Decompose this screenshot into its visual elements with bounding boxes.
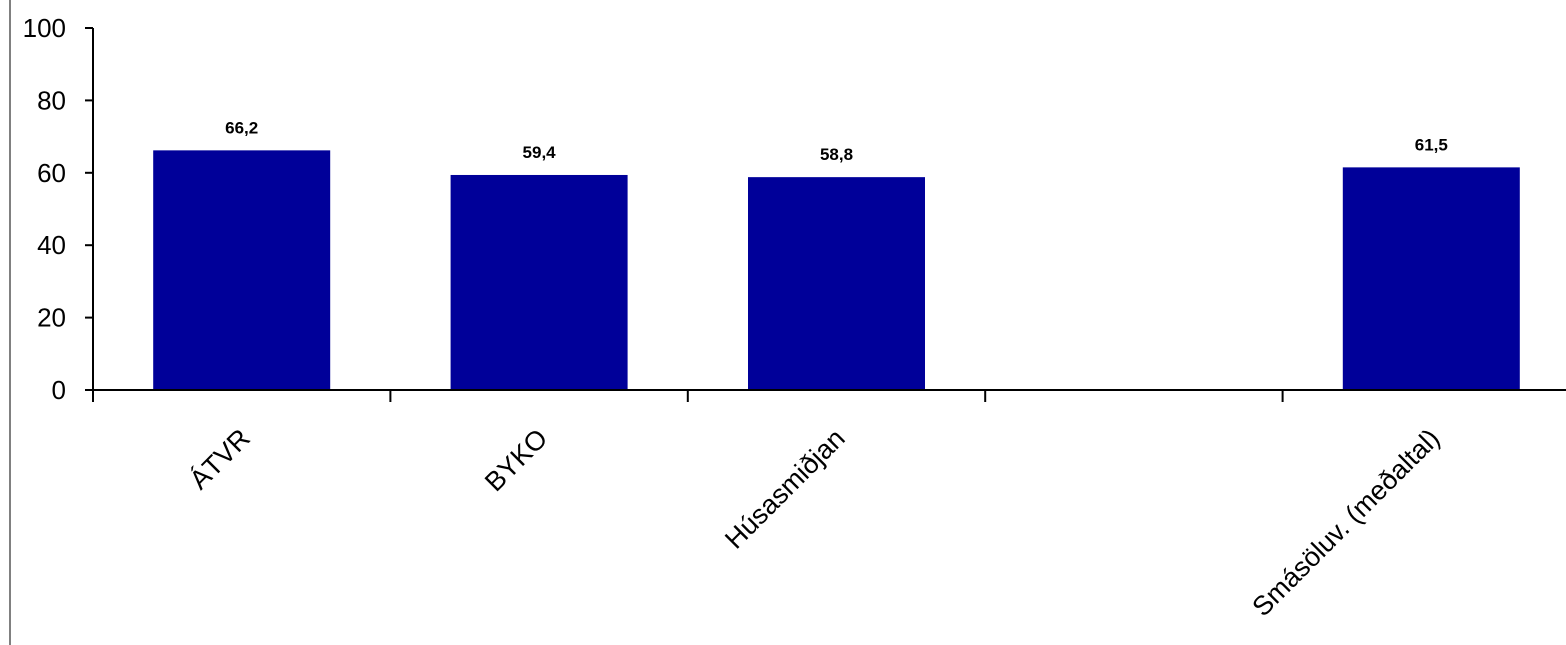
y-tick-label: 40 xyxy=(37,230,66,260)
data-label: 59,4 xyxy=(523,143,557,162)
x-axis: ÁTVR BYKO Húsasmiðjan Smásöluv. (meðaltal) xyxy=(92,389,1566,622)
x-category-label: ÁTVR xyxy=(184,423,256,495)
bar xyxy=(1342,167,1520,390)
data-label: 58,8 xyxy=(820,145,853,164)
x-category-label: Smásöluv. (meðaltal) xyxy=(1246,423,1445,622)
x-category-label: Húsasmiðjan xyxy=(719,423,851,555)
y-tick-label: 20 xyxy=(37,303,66,333)
x-category-label: BYKO xyxy=(479,423,553,497)
y-tick-label: 60 xyxy=(37,158,66,188)
y-tick-label: 0 xyxy=(52,375,66,405)
bar xyxy=(450,174,628,390)
y-axis: 0 20 40 60 80 100 xyxy=(23,13,94,405)
y-tick-label: 100 xyxy=(23,13,66,43)
bar xyxy=(748,177,925,390)
bars-group: 66,2 59,4 58,8 61,5 xyxy=(153,118,1520,390)
y-tick-label: 80 xyxy=(37,85,66,115)
bar xyxy=(153,150,331,390)
data-label: 66,2 xyxy=(225,118,258,137)
data-label: 61,5 xyxy=(1415,135,1448,154)
